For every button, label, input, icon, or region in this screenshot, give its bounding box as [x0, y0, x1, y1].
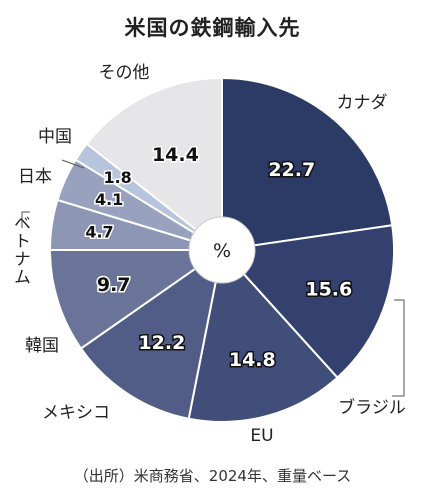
slice-2: [187, 247, 339, 423]
category-label-7: 中国: [38, 127, 72, 147]
value-label-5: 4.7: [85, 223, 113, 242]
slice-4: [48, 249, 226, 350]
slice-0: [221, 76, 394, 252]
chart-title: 米国の鉄鋼輸入先: [124, 16, 301, 40]
value-label-3: 12.2: [138, 332, 185, 354]
value-label-0: 22.7: [268, 159, 315, 181]
category-label-8: その他: [99, 63, 150, 83]
slice-1: [220, 224, 395, 379]
category-label-2: EU: [250, 426, 273, 446]
category-label-0: カナダ: [337, 93, 388, 113]
category-label-vietnam: ベトナム: [10, 214, 30, 286]
value-label-7: 1.8: [103, 168, 131, 187]
source-note: （出所）米商務省、2024年、重量ベース: [73, 467, 352, 485]
slice-8: [85, 76, 223, 253]
leader-line-brazil: [392, 299, 405, 397]
category-label-6: 日本: [18, 167, 52, 187]
category-label-4: 韓国: [25, 336, 59, 356]
slice-3: [79, 247, 224, 420]
value-label-1: 15.6: [305, 278, 352, 300]
value-label-4: 9.7: [97, 274, 131, 296]
donut-hole: [188, 216, 256, 284]
leader-line-china: [61, 159, 85, 169]
category-label-1: ブラジル: [338, 397, 406, 418]
value-label-8: 14.4: [152, 144, 199, 166]
value-label-2: 14.8: [229, 349, 276, 371]
value-label-6: 4.1: [95, 190, 123, 209]
center-label: %: [213, 240, 231, 262]
leader-line-vietnam: [21, 211, 30, 228]
category-label-3: メキシコ: [42, 403, 110, 423]
